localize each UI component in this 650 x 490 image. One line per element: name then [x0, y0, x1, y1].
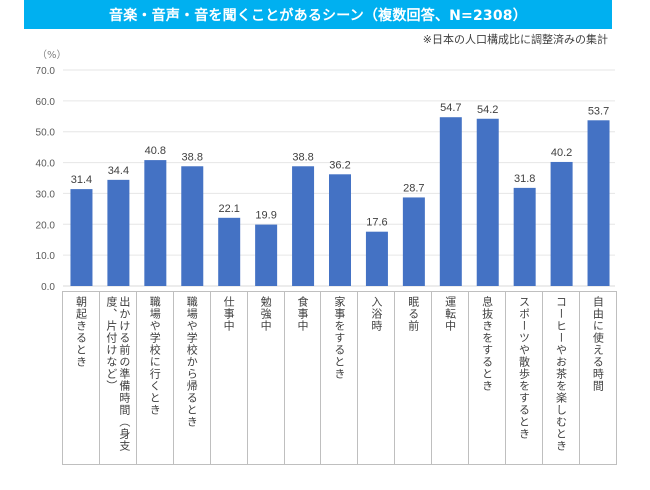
data-label: 54.7: [440, 102, 461, 114]
y-tick-label: 40.0: [36, 159, 56, 170]
bar: [513, 187, 536, 286]
bar: [144, 160, 167, 286]
data-label: 17.6: [366, 217, 387, 229]
x-tick-label: 自由に使える時間: [591, 296, 605, 392]
y-tick-label: 70.0: [36, 66, 56, 77]
bar: [402, 197, 425, 286]
x-tick-label: 入浴時: [369, 296, 383, 332]
data-label: 19.9: [255, 210, 276, 222]
category-cell: 食事中: [285, 292, 322, 464]
y-tick-label: 20.0: [36, 220, 56, 231]
category-cell: 仕事中: [211, 292, 248, 464]
x-tick-label: 運転中: [443, 296, 457, 332]
category-cell: 息抜きをするとき: [469, 292, 507, 464]
y-tick-label: 50.0: [36, 128, 56, 139]
category-cell: 運転中: [432, 292, 470, 464]
category-cell: 勉強中: [248, 292, 285, 464]
bar: [70, 189, 93, 286]
x-tick-label: 眠る前: [406, 296, 420, 332]
bar: [181, 166, 204, 286]
bar: [292, 166, 315, 286]
bar: [365, 231, 388, 286]
x-tick-label: 朝起きるとき: [74, 296, 88, 368]
category-cell: 家事をするとき: [321, 292, 359, 464]
data-label: 40.8: [145, 145, 166, 157]
data-label: 53.7: [588, 105, 609, 117]
bar: [587, 120, 610, 286]
bar: [218, 217, 241, 286]
data-label: 22.1: [218, 203, 239, 215]
category-cell: 出かける前の準備時間（身支度、片付けなど）: [100, 292, 137, 464]
bar: [255, 224, 278, 286]
x-tick-label: 息抜きをするとき: [480, 296, 494, 392]
y-tick-label: 0.0: [41, 282, 55, 293]
bar: [550, 161, 573, 286]
category-cell: 職場や学校から帰るとき: [174, 292, 211, 464]
category-cell: 眠る前: [395, 292, 433, 464]
data-label: 38.8: [182, 151, 203, 163]
category-table: 朝起きるとき 出かける前の準備時間（身支度、片付けなど） 職場や学校に行くとき 職場や…: [62, 291, 617, 465]
x-tick-label: 職場や学校に行くとき: [148, 296, 162, 416]
x-tick-label: コーヒーやお茶を楽しむとき: [554, 296, 568, 452]
x-tick-label: 食事中: [295, 296, 309, 332]
data-label: 54.2: [477, 104, 498, 116]
y-tick-label: 10.0: [36, 251, 56, 262]
category-cell: 職場や学校に行くとき: [137, 292, 174, 464]
x-tick-label: 勉強中: [259, 296, 273, 332]
x-tick-label: 職場や学校から帰るとき: [185, 296, 199, 428]
x-tick-label: 仕事中: [222, 296, 236, 332]
data-label: 31.4: [71, 174, 92, 186]
bar: [107, 179, 130, 286]
category-cell: 入浴時: [358, 292, 396, 464]
chart-title: 音楽・音声・音を聞くことがあるシーン（複数回答、N=2308）: [24, 0, 612, 29]
chart-note: ※日本の人口構成比に調整済みの集計: [422, 33, 608, 46]
data-label: 34.4: [108, 165, 129, 177]
data-label: 31.8: [514, 173, 535, 185]
data-label: 28.7: [403, 182, 424, 194]
category-cell: コーヒーやお茶を楽しむとき: [543, 292, 580, 464]
bar: [476, 118, 499, 286]
bar: [439, 117, 462, 286]
y-tick-label: 60.0: [36, 97, 56, 108]
category-cell: 自由に使える時間: [580, 292, 617, 464]
x-tick-label: スポーツや散歩をするとき: [517, 296, 531, 440]
x-tick-label: 出かける前の準備時間（身支度、片付けなど）: [104, 296, 131, 452]
x-tick-label: 家事をするとき: [332, 296, 346, 380]
data-label: 36.2: [329, 159, 350, 171]
category-cell: スポーツや散歩をするとき: [506, 292, 543, 464]
data-label: 40.2: [551, 147, 572, 159]
data-label: 38.8: [292, 151, 313, 163]
y-axis-unit: （%）: [37, 50, 67, 61]
category-cell: 朝起きるとき: [63, 292, 100, 464]
bar: [329, 174, 351, 286]
y-tick-label: 30.0: [36, 189, 56, 200]
